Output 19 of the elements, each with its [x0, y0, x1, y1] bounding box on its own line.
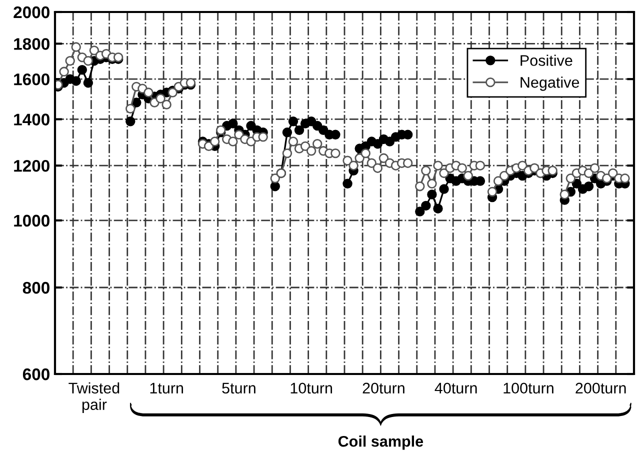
y-tick-label: 1800 [14, 38, 50, 50]
x-tick-label: 200turn [576, 382, 626, 394]
y-tick-label: 1600 [14, 73, 50, 86]
x-tick-label: 10turn [290, 382, 332, 394]
x-tick-label: 100turn [504, 382, 554, 394]
y-tick-label: 1000 [14, 214, 50, 227]
legend-label: Positive [520, 54, 572, 66]
legend-label: Negative [520, 76, 580, 91]
y-tick-label: 1200 [14, 160, 50, 172]
y-tick-label: 600 [22, 368, 50, 380]
x-tick-label: 20turn [362, 382, 404, 394]
x-tick-label: 5turn [222, 382, 256, 394]
x-tick-label: 40turn [434, 382, 477, 394]
x-tick-label: Twisted pair [68, 382, 120, 414]
y-tick-label: 1400 [14, 114, 50, 126]
text: Coil sample [338, 436, 424, 450]
y-tick-label: 800 [22, 282, 50, 294]
y-tick-label: 2000 [14, 6, 50, 18]
x-tick-label: 1turn [150, 382, 183, 394]
